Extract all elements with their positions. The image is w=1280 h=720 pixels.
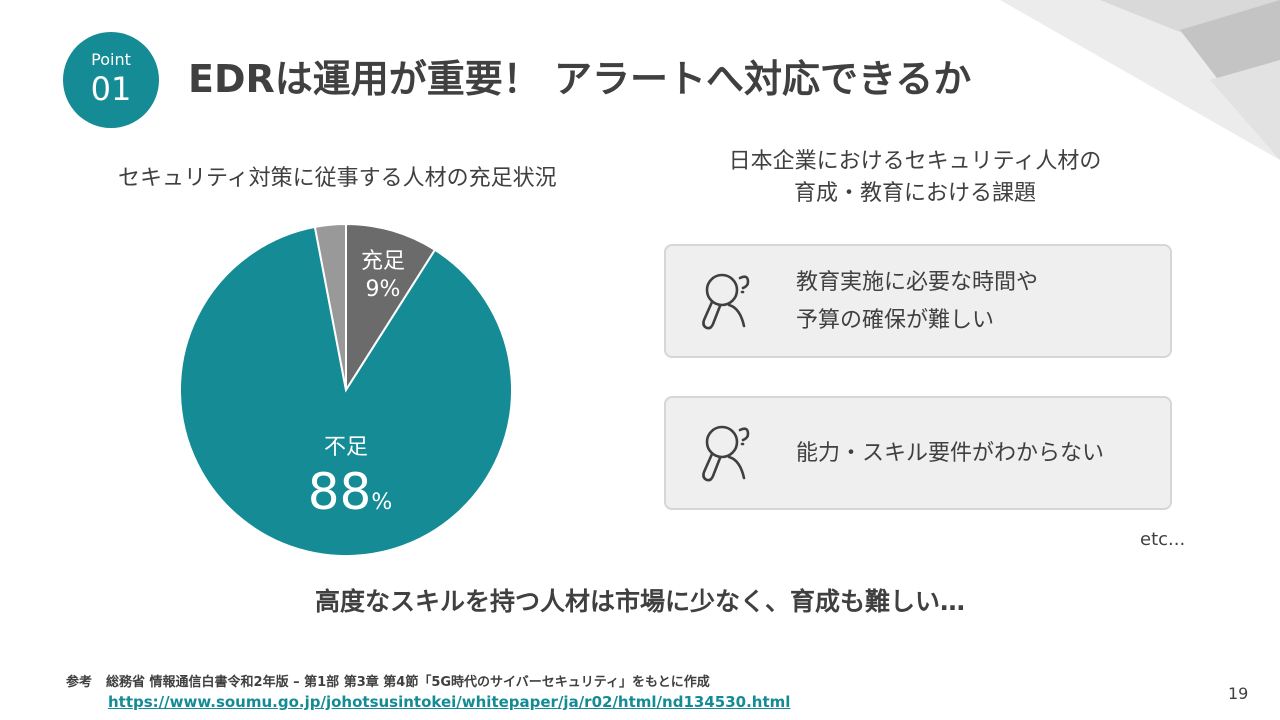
issue-text: 教育実施に必要な時間や 予算の確保が難しい [796,264,1038,340]
pie-slice-insufficient [179,225,513,557]
issues-title-line1: 日本企業におけるセキュリティ人材の [728,149,1102,174]
reference: 参考 総務省 情報通信白書令和2年版 – 第1部 第3章 第4節「5G時代のサイバ… [66,674,710,692]
page-number: 19 [1228,684,1249,703]
slice-label-insufficient: 不足 [323,435,368,460]
etc-note: etc... [1140,529,1186,550]
pie-slice-other [313,222,347,391]
reference-text: 総務省 情報通信白書令和2年版 – 第1部 第3章 第4節「5G時代のサイバーセ… [106,675,710,690]
slice-label-sufficient: 充足 [360,249,405,274]
slice-value-unit: % [371,490,393,515]
badge-label: Point [91,50,131,69]
corner-decoration [1000,0,1280,160]
issues-title-line2: 育成・教育における課題 [793,181,1036,206]
slice-value-insufficient: 88% [270,462,430,533]
slice-value-number: 88 [307,463,372,521]
worried-person-icon [702,425,750,482]
point-badge: Point 01 [63,32,159,128]
issue-text: 能力・スキル要件がわからない [796,441,1105,466]
issue-text-line2: 予算の確保が難しい [796,308,995,333]
worried-person-icon [702,273,750,330]
issue-text-line1: 教育実施に必要な時間や [796,270,1039,295]
issue-card-skill-requirements: 能力・スキル要件がわからない [664,396,1172,510]
pie-slice-sufficient [345,222,437,394]
issues-title: 日本企業におけるセキュリティ人材の 育成・教育における課題 [690,146,1140,210]
summary-text: 高度なスキルを持つ人材は市場に少なく、育成も難しい… [314,587,965,616]
chart-title: セキュリティ対策に従事する人材の充足状況 [118,166,557,191]
badge-number: 01 [90,70,132,108]
issue-card-time-budget: 教育実施に必要な時間や 予算の確保が難しい [664,244,1172,358]
slice-value-sufficient: 9% [365,277,401,302]
pie-chart [179,222,513,557]
reference-link[interactable]: https://www.soumu.go.jp/johotsusintokei/… [108,693,791,711]
page-title: EDRは運用が重要！ アラートへ対応できるか [188,57,972,101]
reference-label: 参考 [66,675,93,690]
